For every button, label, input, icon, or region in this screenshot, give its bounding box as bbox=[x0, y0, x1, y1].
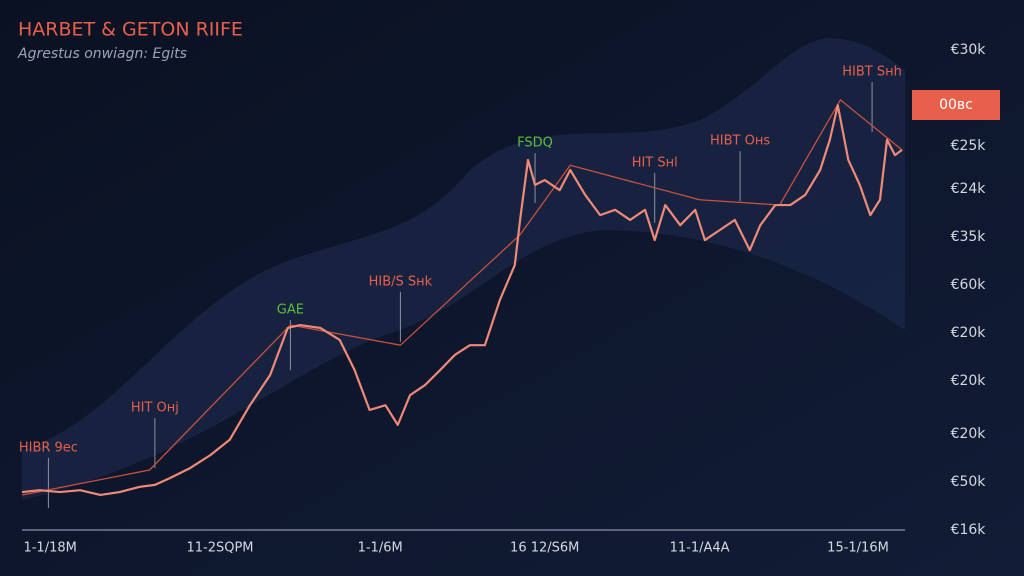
annotation-label: HIBT Sнh bbox=[842, 65, 902, 80]
annotation-label: HIBR 9ec bbox=[19, 440, 78, 455]
y-tick-label: €30k bbox=[951, 42, 987, 58]
y-tick-label: €24k bbox=[951, 181, 987, 197]
y-tick-label: €60k bbox=[951, 277, 987, 293]
y-tick-label: €20k bbox=[951, 373, 987, 389]
y-tick-label: €35k bbox=[951, 229, 987, 245]
x-tick-label: 1-1/6M bbox=[358, 541, 403, 556]
x-tick-label: 11-2SQPM bbox=[186, 541, 253, 556]
annotation-label: HIB/S Sнk bbox=[369, 274, 433, 289]
x-tick-label: 15-1/16M bbox=[827, 541, 889, 556]
y-tick-label: €25k bbox=[951, 138, 987, 154]
annotation-label: HIT Oнj bbox=[131, 401, 179, 416]
badge-label: 00вc bbox=[939, 97, 973, 113]
annotation-label: GAE bbox=[277, 303, 304, 318]
chart-title: HARBET & GETON RIIFE bbox=[18, 19, 243, 41]
x-tick-label: 11-1/A4A bbox=[670, 541, 730, 556]
y-tick-label: €50k bbox=[951, 474, 987, 490]
x-tick-label: 16 12/S6M bbox=[510, 541, 579, 556]
y-tick-label: €16k bbox=[951, 522, 987, 538]
data-line bbox=[21, 104, 903, 497]
annotation-label: HIBT Oнs bbox=[710, 134, 770, 149]
x-tick-label: 1-1/18M bbox=[23, 541, 76, 556]
chart-subtitle: Agrestus onwiagn: Egits bbox=[17, 46, 187, 62]
data-line bbox=[21, 99, 903, 496]
y-tick-label: €20k bbox=[951, 325, 987, 341]
badge-box bbox=[912, 90, 1000, 120]
shaded-band bbox=[22, 38, 905, 500]
y-tick-label: €20k bbox=[951, 426, 987, 442]
annotation-label: HIT Sнl bbox=[632, 155, 678, 170]
annotation-label: FSDQ bbox=[517, 136, 553, 151]
